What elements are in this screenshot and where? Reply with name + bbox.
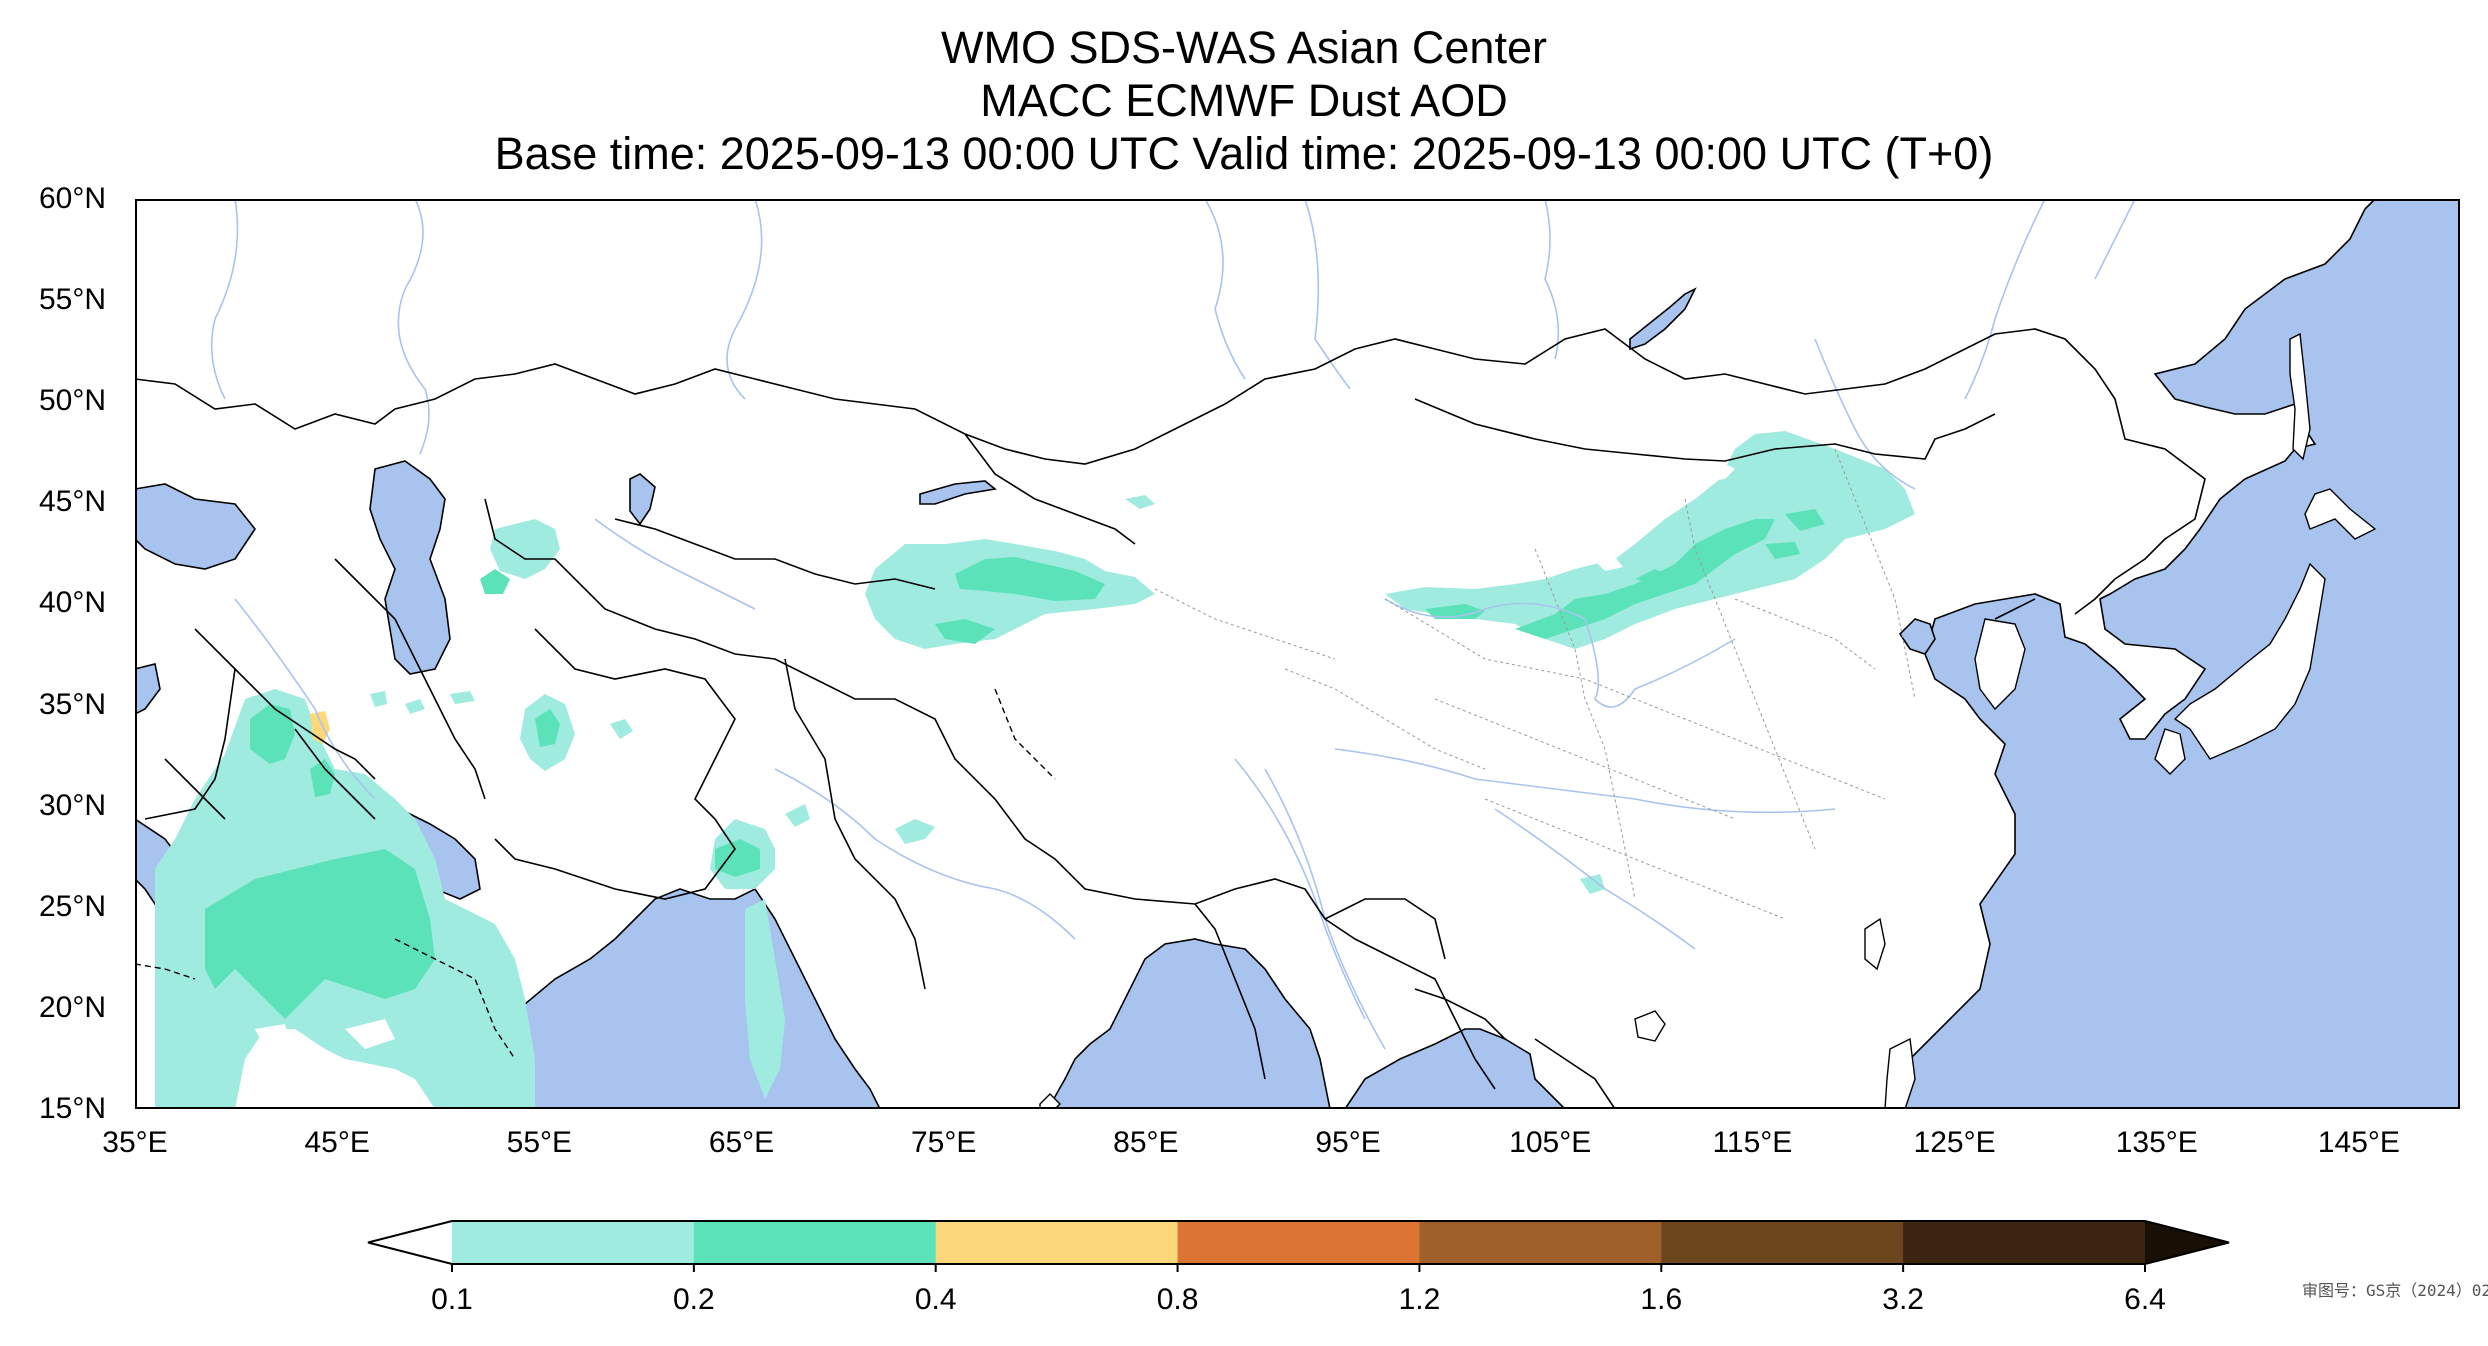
colorbar-segment: [1177, 1221, 1420, 1264]
lon-tick-label: 55°E: [506, 1126, 573, 1159]
japan-hokkaido: [2304, 488, 2377, 540]
colorbar-tick-label: 1.6: [1640, 1283, 1683, 1316]
colorbar-tick-label: 1.2: [1398, 1283, 1441, 1316]
map-border: [135, 199, 2460, 1109]
lon-tick-label: 105°E: [1509, 1126, 1592, 1159]
south-china-sea: [1344, 1028, 1567, 1109]
bohai-sea: [1898, 618, 1936, 655]
lake-baikal: [1629, 287, 1697, 351]
lon-tick-label: 35°E: [102, 1126, 168, 1159]
lon-tick-label: 75°E: [910, 1126, 977, 1159]
colorbar-tick-label: 0.2: [672, 1283, 715, 1316]
dust-aod-map[interactable]: [135, 199, 2460, 1109]
japan-honshu: [2173, 562, 2326, 760]
luzon: [1884, 1037, 1916, 1109]
lon-tick-label: 85°E: [1113, 1126, 1179, 1159]
title-line-1: WMO SDS-WAS Asian Center: [941, 22, 1547, 73]
aral-sea: [629, 473, 656, 526]
lon-tick-label: 125°E: [1913, 1126, 1996, 1159]
aod-0.2-0.4-areas: [205, 509, 1825, 1019]
map-approval-number: 审图号：GS京（2024）0236号: [2302, 1281, 2488, 1300]
colorbar-tick-label: 0.4: [914, 1283, 957, 1316]
lake-balkhash: [919, 480, 997, 505]
colorbar-segment: [1661, 1221, 1904, 1264]
lon-tick-label: 135°E: [2115, 1126, 2198, 1159]
colorbar-segment: [935, 1221, 1179, 1264]
lon-tick-label: 115°E: [1712, 1126, 1793, 1159]
lat-tick-label: 40°N: [38, 586, 106, 620]
caspian-sea: [369, 460, 451, 675]
lat-tick-label: 55°N: [38, 283, 106, 317]
lat-tick-label: 25°N: [38, 889, 106, 923]
colorbar-over-extension: [2145, 1221, 2229, 1264]
colorbar-outline: [367, 1220, 2230, 1265]
islands: [1039, 332, 2377, 1109]
colorbar-segment: [693, 1221, 937, 1264]
lat-tick-label: 30°N: [38, 788, 106, 822]
lon-tick-label: 65°E: [708, 1126, 775, 1159]
lat-tick-label: 50°N: [38, 384, 106, 418]
map-panel[interactable]: 审图号：GS京（2024）0236号: [135, 199, 2488, 1300]
colorbar-segment: [1419, 1221, 1662, 1264]
hainan: [1634, 1010, 1666, 1042]
title-line-3: Base time: 2025-09-13 00:00 UTC Valid ti…: [494, 128, 1994, 179]
lat-tick-label: 15°N: [38, 1092, 106, 1125]
colorbar-segment: [452, 1221, 695, 1264]
title-line-2: MACC ECMWF Dust AOD: [980, 75, 1508, 126]
dashed-borders: [135, 688, 1056, 1060]
korea: [1974, 618, 2026, 711]
lon-tick-label: 45°E: [304, 1126, 370, 1159]
black-sea: [135, 483, 256, 570]
colorbar-under-extension: [368, 1221, 452, 1264]
japan-kyushu: [2154, 728, 2186, 775]
dust-aod-contours: [155, 431, 1915, 1109]
mediterranean-east: [135, 663, 161, 715]
pacific-ocean: [1894, 199, 2460, 1109]
colorbar-tick-label: 0.1: [431, 1283, 473, 1316]
sakhalin: [2289, 332, 2311, 461]
colorbar-segment: [1903, 1221, 2146, 1264]
lat-tick-label: 35°N: [38, 687, 106, 721]
colorbar-tick-label: 6.4: [2124, 1283, 2166, 1316]
lat-tick-label: 45°N: [38, 485, 106, 519]
lat-tick-label: 60°N: [38, 182, 106, 215]
taiwan: [1864, 917, 1886, 971]
colorbar-tick-label: 3.2: [1882, 1283, 1924, 1316]
country-borders: [135, 328, 2206, 1109]
bay-of-bengal: [1047, 938, 1331, 1109]
lon-tick-label: 145°E: [2317, 1126, 2400, 1159]
colorbar-tick-label: 0.8: [1156, 1283, 1199, 1316]
aod-below-0.1-holes: [255, 461, 1735, 1049]
lon-tick-label: 95°E: [1315, 1126, 1381, 1159]
province-boundaries: [1154, 448, 1916, 920]
lat-tick-label: 20°N: [38, 990, 106, 1024]
